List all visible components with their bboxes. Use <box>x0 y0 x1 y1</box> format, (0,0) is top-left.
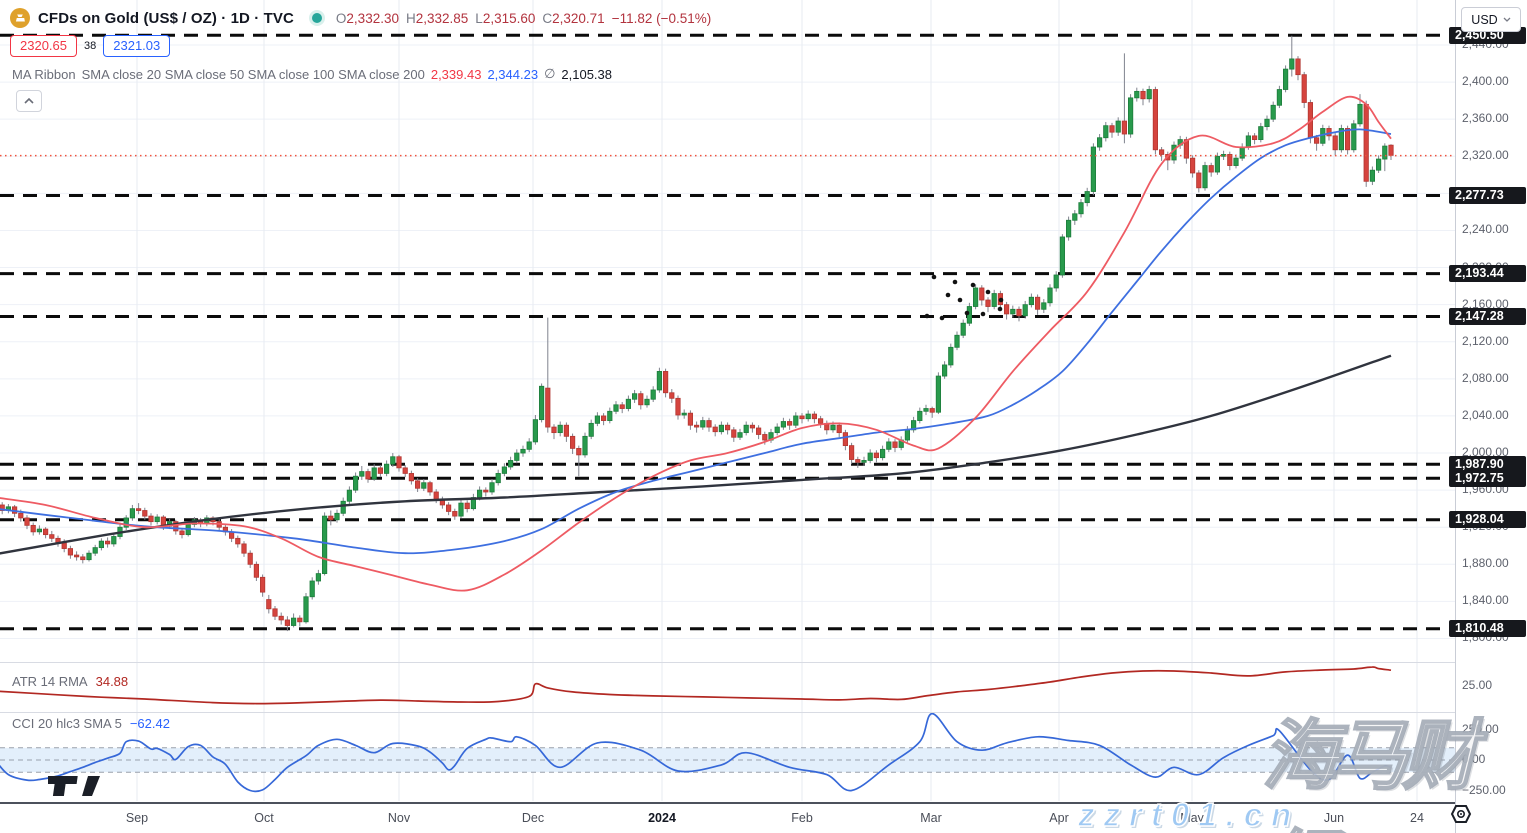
price-level-badge: 1,928.04 <box>1449 511 1526 529</box>
price-tick: 2,400.00 <box>1462 74 1509 89</box>
avg-symbol: ∅ <box>544 66 556 81</box>
candles <box>0 35 1394 632</box>
price-tick: 2,120.00 <box>1462 333 1509 348</box>
price-tick: 2,040.00 <box>1462 407 1509 422</box>
price-level-badge: 1,810.48 <box>1449 620 1526 638</box>
time-label: Apr <box>1049 811 1069 825</box>
market-status-icon[interactable] <box>311 13 322 23</box>
cci-axis-tick: 250.00 <box>1462 721 1499 736</box>
buy-button[interactable]: 2321.03 <box>103 35 171 57</box>
time-label: Oct <box>254 811 274 825</box>
ma50-value: 2,344.23 <box>487 66 539 82</box>
cci-value: −62.42 <box>129 716 170 731</box>
chevron-up-icon <box>24 98 34 104</box>
price-level-badge: 1,987.90 <box>1449 455 1526 473</box>
price-level-badge: 2,147.28 <box>1449 307 1526 325</box>
price-tick: 2,320.00 <box>1462 148 1509 163</box>
ma-ribbon-legend[interactable]: MA Ribbon SMA close 20 SMA close 50 SMA … <box>12 66 612 82</box>
atr-legend[interactable]: ATR 14 RMA 34.88 <box>12 674 128 689</box>
atr-axis-tick: 25.00 <box>1462 678 1493 692</box>
currency-selector[interactable]: USD <box>1461 7 1521 32</box>
cci-legend[interactable]: CCI 20 hlc3 SMA 5 −62.42 <box>12 716 170 731</box>
time-label: 24 <box>1410 811 1424 825</box>
gold-symbol-icon <box>10 8 30 28</box>
price-level-badge: 1,972.75 <box>1449 469 1526 487</box>
bid-ask-row: 2320.65 38 2321.03 <box>10 35 171 57</box>
time-label: Feb <box>791 811 813 825</box>
chevron-down-icon <box>1503 17 1511 22</box>
time-label: Mar <box>920 811 942 825</box>
sell-button[interactable]: 2320.65 <box>10 35 77 57</box>
atr-value: 34.88 <box>95 674 129 689</box>
time-label: Nov <box>387 811 411 825</box>
time-label: Sep <box>125 811 149 825</box>
pane-separator[interactable] <box>0 662 1527 663</box>
cci-title: CCI 20 hlc3 SMA 5 <box>12 716 122 731</box>
price-tick: 2,000.00 <box>1462 445 1509 460</box>
tradingview-logo-icon[interactable] <box>46 774 130 803</box>
symbol-title[interactable]: CFDs on Gold (US$ / OZ) · 1D · TVC <box>38 9 294 27</box>
price-tick: 2,360.00 <box>1462 111 1509 126</box>
time-axis[interactable]: Sep Oct Nov Dec 2024 Feb Mar Apr May Jun 24 <box>0 802 1527 833</box>
cci-axis-tick: 0.00 <box>1462 752 1486 766</box>
time-label: May <box>1180 811 1204 825</box>
ohlc-values: O2,332.30 H2,332.85 L2,315.60 C2,320.71 … <box>335 10 712 26</box>
ma200-value: 2,105.38 <box>561 66 612 82</box>
ma-ribbon-title: MA Ribbon <box>12 66 76 82</box>
spread-value: 38 <box>84 40 97 52</box>
price-tick: 1,880.00 <box>1462 556 1509 571</box>
time-label: Jun <box>1323 811 1345 825</box>
price-tick: 1,840.00 <box>1462 593 1509 608</box>
price-tick: 2,080.00 <box>1462 370 1509 385</box>
ma-ribbon-params: SMA close 20 SMA close 50 SMA close 100 … <box>81 66 425 82</box>
cci-axis-tick: −250.00 <box>1462 782 1506 797</box>
time-label: 2024 <box>648 811 676 825</box>
price-level-badge: 2,277.73 <box>1449 186 1526 204</box>
atr-title: ATR 14 RMA <box>12 674 88 689</box>
price-tick: 2,240.00 <box>1462 222 1509 237</box>
collapse-legend-button[interactable] <box>16 90 42 112</box>
price-tick: 2,160.00 <box>1462 296 1509 311</box>
price-axis[interactable]: USD 2,440.002,400.002,360.002,320.002,28… <box>1449 0 1527 833</box>
currency-label: USD <box>1471 12 1498 27</box>
price-chart-canvas[interactable] <box>0 0 1455 833</box>
camera-icon[interactable] <box>1450 804 1472 829</box>
change-value: −11.82 (−0.51%) <box>611 10 712 26</box>
price-level-badge: 2,193.44 <box>1449 265 1526 283</box>
ma20-value: 2,339.43 <box>430 66 482 82</box>
time-label: Dec <box>521 811 545 825</box>
pane-separator[interactable] <box>0 712 1527 713</box>
symbol-header[interactable]: CFDs on Gold (US$ / OZ) · 1D · TVC O2,33… <box>10 8 711 28</box>
